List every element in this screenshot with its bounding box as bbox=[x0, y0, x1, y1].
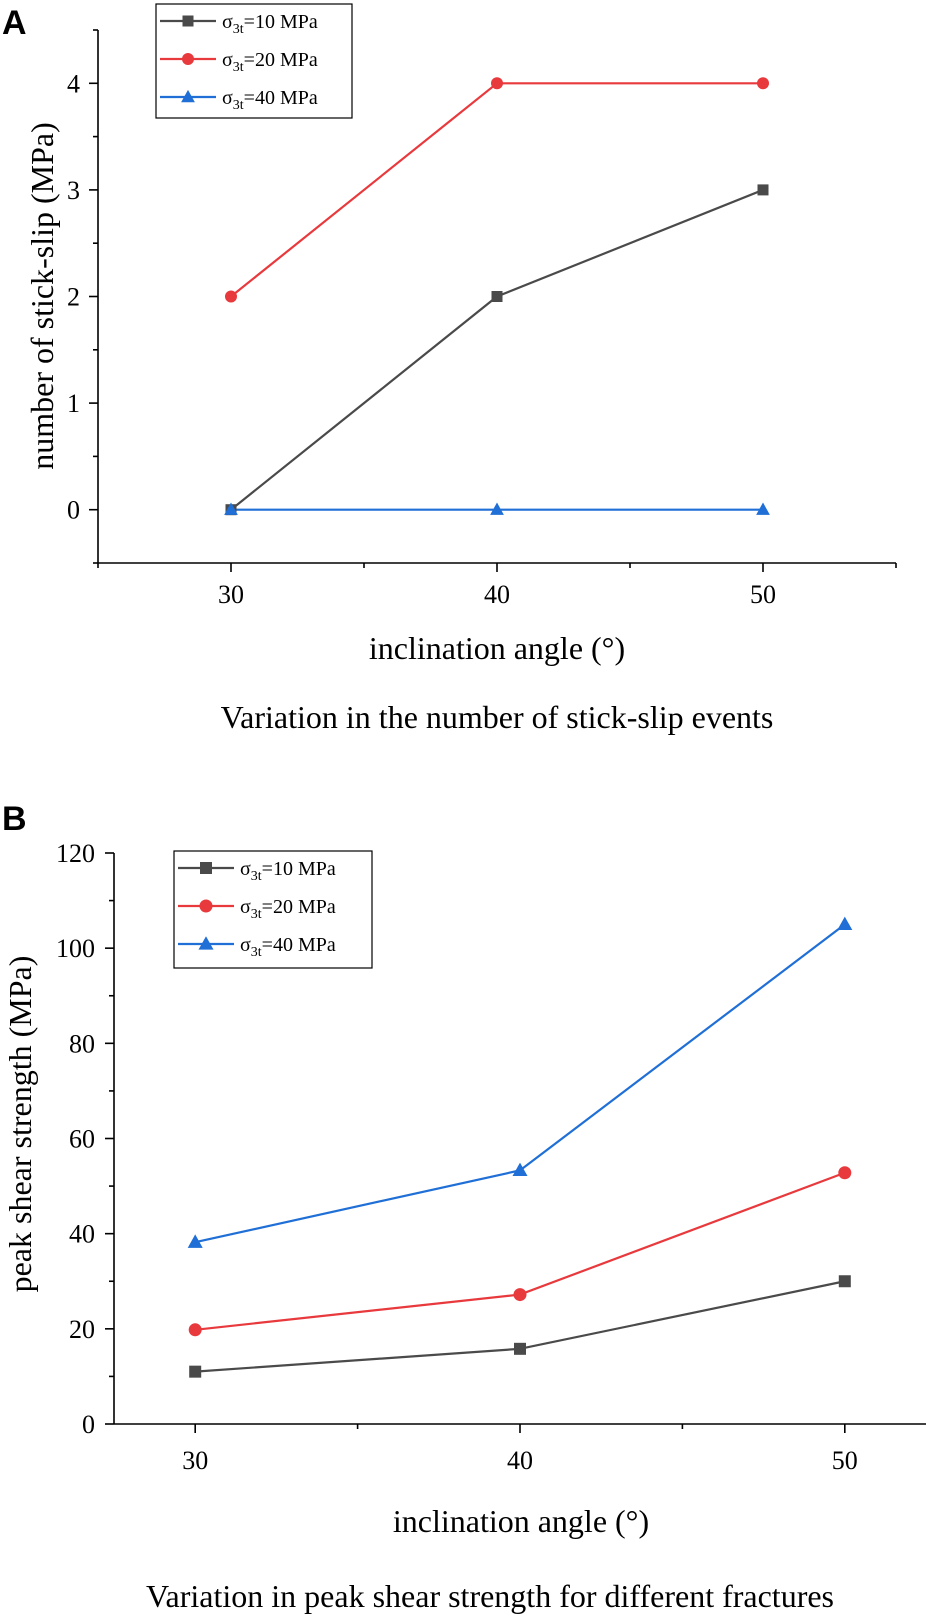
data-point bbox=[225, 290, 237, 303]
x-tick-label: 50 bbox=[750, 580, 776, 609]
y-axis-title: peak shear strength (MPa) bbox=[2, 956, 38, 1293]
y-tick-label: 3 bbox=[67, 176, 80, 205]
legend-label: σ3t=40 MPa bbox=[222, 87, 318, 113]
y-axis-title: number of stick-slip (MPa) bbox=[24, 122, 60, 470]
series-line-0 bbox=[230, 188, 764, 511]
y-tick-label: 0 bbox=[82, 1410, 95, 1439]
figure-caption: Variation in peak shear strength for dif… bbox=[146, 1578, 834, 1614]
x-tick-label: 40 bbox=[507, 1446, 533, 1475]
data-point bbox=[187, 1234, 203, 1248]
x-tick-label: 30 bbox=[182, 1446, 208, 1475]
data-point bbox=[189, 1365, 202, 1378]
data-point bbox=[756, 502, 770, 515]
y-tick-label: 1 bbox=[67, 389, 80, 418]
data-point bbox=[491, 291, 503, 302]
y-tick-label: 80 bbox=[69, 1029, 95, 1058]
data-point bbox=[491, 77, 503, 90]
y-tick-label: 40 bbox=[69, 1220, 95, 1249]
data-point bbox=[514, 1342, 526, 1355]
y-tick-label: 4 bbox=[67, 69, 80, 98]
legend-label: σ3t=10 MPa bbox=[222, 11, 318, 37]
y-tick-label: 2 bbox=[67, 283, 80, 312]
x-axis-title: inclination angle (°) bbox=[369, 630, 625, 666]
legend-marker bbox=[199, 899, 213, 913]
legend-label: σ3t=20 MPa bbox=[222, 49, 318, 75]
data-point bbox=[838, 1166, 852, 1180]
panel-label: B bbox=[2, 800, 27, 838]
data-point bbox=[224, 502, 238, 515]
legend-label: σ3t=40 MPa bbox=[240, 934, 336, 960]
legend-label: σ3t=20 MPa bbox=[240, 896, 336, 922]
y-tick-label: 120 bbox=[56, 839, 95, 868]
x-tick-label: 30 bbox=[218, 580, 244, 609]
figure-caption: Variation in the number of stick-slip ev… bbox=[221, 699, 774, 735]
series-line-2 bbox=[194, 923, 846, 1244]
data-point bbox=[188, 1323, 202, 1337]
data-point bbox=[757, 184, 769, 196]
y-tick-label: 60 bbox=[69, 1125, 95, 1154]
data-point bbox=[838, 1275, 851, 1288]
legend: σ3t=10 MPa σ3t=20 MPa σ3t=40 MPa bbox=[173, 850, 373, 969]
x-axis-title: inclination angle (°) bbox=[393, 1503, 649, 1539]
data-point bbox=[490, 502, 504, 515]
y-tick-label: 20 bbox=[69, 1315, 95, 1344]
data-point bbox=[757, 77, 769, 90]
legend-marker bbox=[198, 936, 214, 950]
panel-label: A bbox=[2, 4, 27, 42]
legend-marker bbox=[181, 89, 195, 103]
data-point bbox=[837, 916, 853, 931]
legend: σ3t=10 MPa σ3t=20 MPa σ3t=40 MPa bbox=[155, 3, 353, 119]
legend-label: σ3t=10 MPa bbox=[240, 858, 336, 884]
y-tick-label: 0 bbox=[67, 496, 80, 525]
legend-marker bbox=[182, 15, 194, 27]
series-line-1 bbox=[195, 1171, 846, 1331]
data-point bbox=[513, 1288, 527, 1302]
chart-b: B 0 20 40 60 80 100 120 30 40 50 peak shear strengt… bbox=[2, 800, 926, 1614]
chart-a: A 0 1 2 3 4 30 40 50 number of stick-slip (MPa) in… bbox=[2, 3, 897, 735]
x-tick-label: 50 bbox=[832, 1446, 858, 1475]
y-tick-label: 100 bbox=[56, 934, 95, 963]
legend-marker bbox=[182, 53, 194, 65]
data-point bbox=[512, 1162, 528, 1177]
legend-marker bbox=[200, 862, 212, 874]
x-tick-label: 40 bbox=[484, 580, 510, 609]
